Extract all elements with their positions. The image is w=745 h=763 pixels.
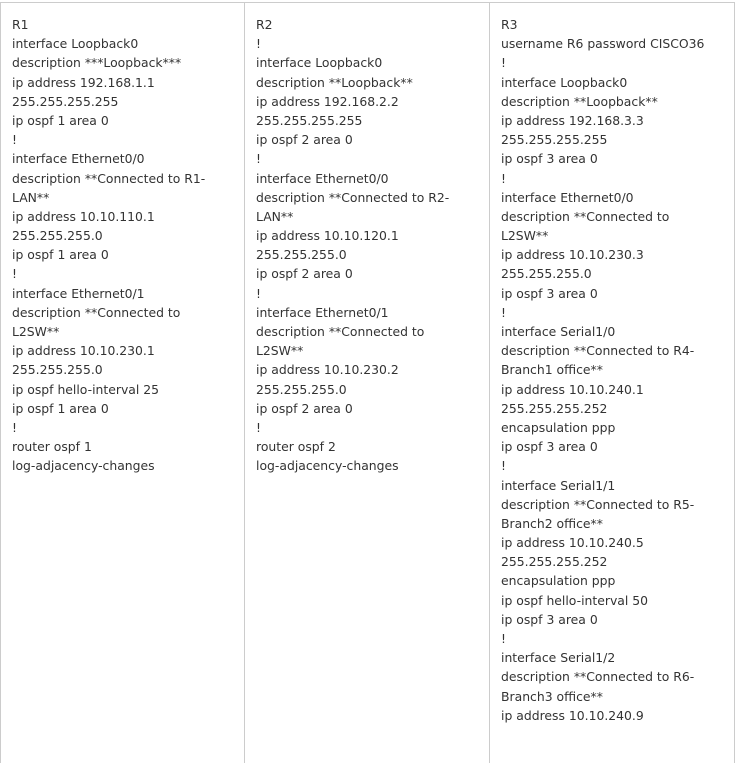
config-line: username R6 password CISCO36 xyxy=(501,36,705,52)
config-line: description **Connected to xyxy=(256,324,425,339)
config-line: ip ospf 2 area 0 xyxy=(256,132,353,148)
config-line: ! xyxy=(501,304,506,320)
config-line: interface Ethernet0/1 xyxy=(256,304,389,320)
config-line: LAN** xyxy=(256,208,294,224)
config-line: ip ospf hello-interval 25 xyxy=(12,381,160,397)
config-line: 255.255.255.0 xyxy=(12,228,103,244)
config-line: description **Connected to R2- xyxy=(256,189,450,205)
config-line: ! xyxy=(501,55,506,71)
r2-config-column: R2! interface Loopback0 description **Loop… xyxy=(245,3,490,763)
config-line: L2SW** xyxy=(256,343,304,359)
config-line: encapsulation ppp xyxy=(501,573,616,589)
config-line: ip address 192.168.2.2 xyxy=(256,93,399,109)
r1-config-column: R1 interface Loopback0 description ***Loop… xyxy=(1,3,245,763)
config-line: Branch2 office** xyxy=(501,515,603,531)
config-line: interface Ethernet0/0 xyxy=(256,170,389,186)
config-line: interface Loopback0 xyxy=(501,74,628,90)
config-line: ! xyxy=(256,419,261,435)
config-line: description **Connected to R1- xyxy=(12,170,206,186)
config-line: ip ospf 3 area 0 xyxy=(501,285,598,301)
config-line: ip ospf 1 area 0 xyxy=(12,112,109,128)
config-line: 255.255.255.0 xyxy=(501,266,592,282)
config-line: ! xyxy=(501,170,506,186)
config-line: description **Connected to R6- xyxy=(501,669,695,685)
config-line: 255.255.255.255 xyxy=(501,132,608,148)
config-line: ip address 10.10.230.2 xyxy=(256,362,399,378)
config-line: L2SW** xyxy=(501,228,549,244)
config-line: description **Loopback** xyxy=(501,93,658,109)
config-line: description **Connected to xyxy=(12,304,181,320)
config-line: 255.255.255.252 xyxy=(501,554,608,570)
config-line: 255.255.255.0 xyxy=(256,247,347,263)
config-line: log-adjacency-changes xyxy=(256,458,399,474)
config-line: ip ospf 1 area 0 xyxy=(12,247,109,263)
config-line: 255.255.255.0 xyxy=(256,381,347,397)
config-line: interface Ethernet0/1 xyxy=(12,285,145,301)
config-line: router ospf 1 xyxy=(12,439,92,455)
config-line: ! xyxy=(256,36,261,52)
config-line: description **Connected to R4- xyxy=(501,343,695,359)
config-line: LAN** xyxy=(12,189,50,205)
config-line: Branch3 office** xyxy=(501,688,603,704)
config-line: 255.255.255.0 xyxy=(12,362,103,378)
config-line: log-adjacency-changes xyxy=(12,458,155,474)
config-line: ip ospf 1 area 0 xyxy=(12,400,109,416)
config-line: ip address 10.10.240.9 xyxy=(501,707,644,723)
config-line: ! xyxy=(12,419,17,435)
config-line: description **Connected to xyxy=(501,208,670,224)
config-line: ! xyxy=(256,151,261,167)
config-line: Branch1 office** xyxy=(501,362,603,378)
config-line: encapsulation ppp xyxy=(501,419,616,435)
config-line: L2SW** xyxy=(12,324,60,339)
config-line: 255.255.255.252 xyxy=(501,400,608,416)
config-line: R2 xyxy=(256,17,273,32)
config-line: interface Loopback0 xyxy=(12,36,139,52)
config-line: ip address 10.10.240.5 xyxy=(501,535,644,551)
config-line: interface Ethernet0/0 xyxy=(12,151,145,167)
config-line: ! xyxy=(12,266,17,282)
config-line: ip ospf 2 area 0 xyxy=(256,266,353,282)
config-line: 255.255.255.255 xyxy=(256,112,363,128)
config-line: ip ospf hello-interval 50 xyxy=(501,592,649,608)
config-line: ip ospf 3 area 0 xyxy=(501,151,598,167)
config-line: router ospf 2 xyxy=(256,439,336,455)
config-line: ip ospf 2 area 0 xyxy=(256,400,353,416)
config-line: ! xyxy=(501,458,506,474)
config-line: interface Loopback0 xyxy=(256,55,383,71)
config-line: interface Ethernet0/0 xyxy=(501,189,634,205)
config-line: description **Loopback** xyxy=(256,74,413,90)
config-line: interface Serial1/1 xyxy=(501,477,616,493)
config-line: interface Serial1/0 xyxy=(501,324,616,339)
config-line: ip ospf 3 area 0 xyxy=(501,611,598,627)
config-line: ip address 192.168.3.3 xyxy=(501,112,644,128)
config-line: ip address 192.168.1.1 xyxy=(12,74,155,90)
config-line: ip address 10.10.230.1 xyxy=(12,343,155,359)
config-line: ! xyxy=(256,285,261,301)
config-line: ip address 10.10.110.1 xyxy=(12,208,155,224)
r3-config-column: R3 username R6 password CISCO36! interface… xyxy=(490,3,734,763)
config-line: description ***Loopback*** xyxy=(12,55,182,71)
config-line: ip address 10.10.120.1 xyxy=(256,228,399,244)
config-line: R3 xyxy=(501,17,518,32)
config-line: ip address 10.10.240.1 xyxy=(501,381,644,397)
config-line: 255.255.255.255 xyxy=(12,93,119,109)
config-line: ! xyxy=(12,132,17,148)
config-line: ip address 10.10.230.3 xyxy=(501,247,644,263)
config-line: interface Serial1/2 xyxy=(501,650,616,666)
config-line: R1 xyxy=(12,17,29,32)
config-line: description **Connected to R5- xyxy=(501,496,695,512)
config-line: ip ospf 3 area 0 xyxy=(501,439,598,455)
config-line: ! xyxy=(501,631,506,646)
